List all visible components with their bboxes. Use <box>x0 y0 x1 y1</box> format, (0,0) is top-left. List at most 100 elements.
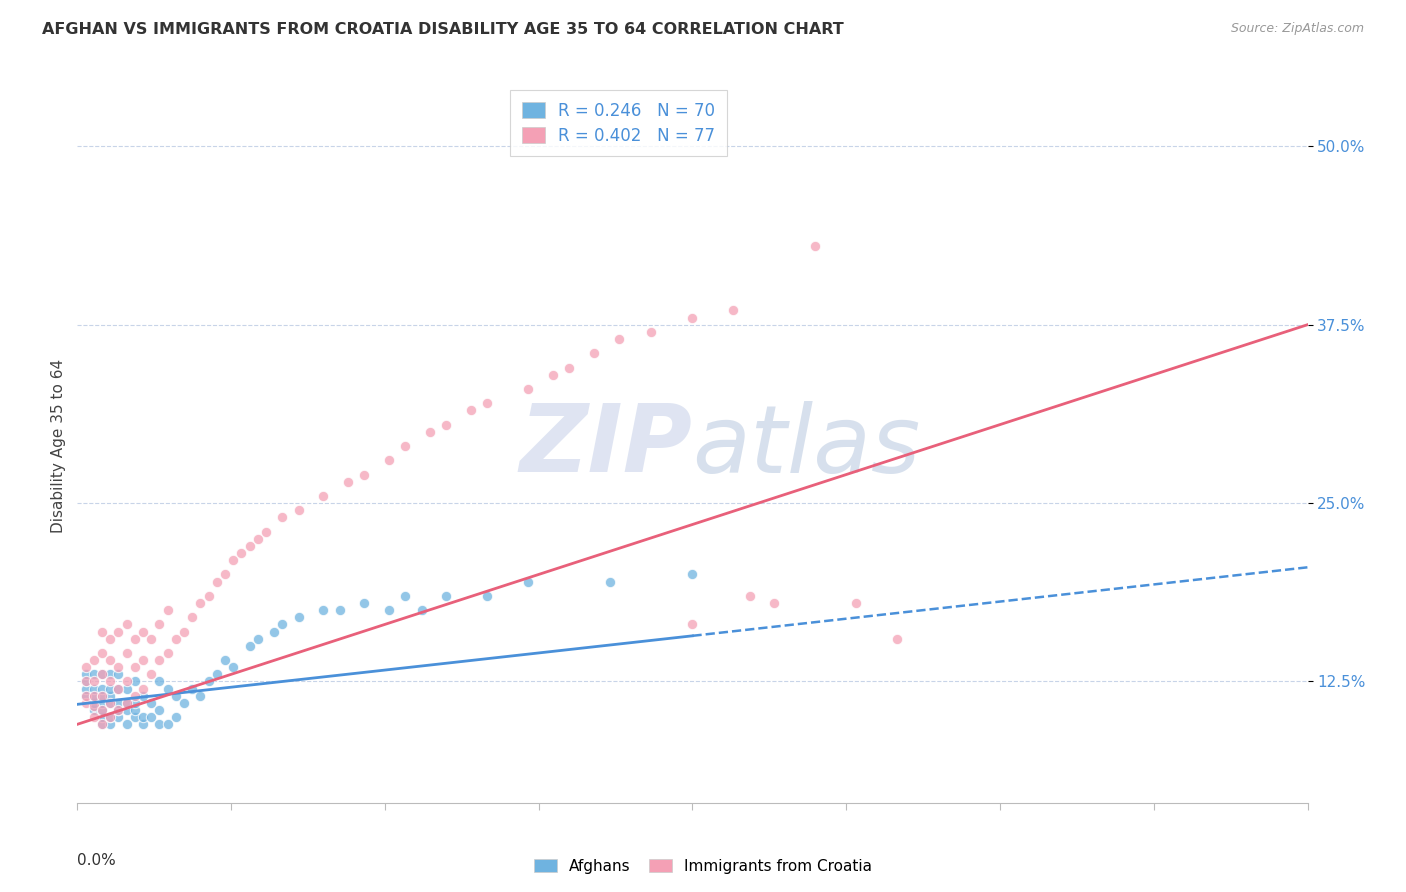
Point <box>75 674 97 689</box>
Point <box>115 696 138 710</box>
Point <box>124 703 146 717</box>
Point <box>239 639 262 653</box>
Point <box>214 653 236 667</box>
Point <box>378 453 401 467</box>
Point <box>124 674 146 689</box>
Point <box>115 674 138 689</box>
Point <box>517 574 540 589</box>
Point <box>98 717 121 731</box>
Point <box>156 646 179 660</box>
Point <box>115 646 138 660</box>
Point <box>98 653 121 667</box>
Point <box>115 681 138 696</box>
Point <box>83 710 105 724</box>
Point <box>124 710 146 724</box>
Point <box>239 539 262 553</box>
Point <box>165 689 187 703</box>
Point <box>107 703 129 717</box>
Point <box>148 674 170 689</box>
Point <box>115 617 138 632</box>
Point <box>90 717 114 731</box>
Point <box>804 239 827 253</box>
Point <box>98 710 121 724</box>
Point <box>477 589 499 603</box>
Point <box>98 696 121 710</box>
Point <box>83 667 105 681</box>
Point <box>205 574 228 589</box>
Point <box>83 674 105 689</box>
Point <box>132 653 155 667</box>
Legend: R = 0.246   N = 70, R = 0.402   N = 77: R = 0.246 N = 70, R = 0.402 N = 77 <box>510 90 727 156</box>
Point <box>329 603 352 617</box>
Point <box>165 710 187 724</box>
Point <box>98 667 121 681</box>
Point <box>90 710 114 724</box>
Point <box>83 653 105 667</box>
Point <box>738 589 761 603</box>
Point <box>181 610 204 624</box>
Point <box>83 703 105 717</box>
Point <box>90 689 114 703</box>
Point <box>231 546 253 560</box>
Point <box>98 710 121 724</box>
Point <box>98 696 121 710</box>
Point <box>148 653 170 667</box>
Point <box>599 574 621 589</box>
Point <box>148 717 170 731</box>
Point <box>107 667 129 681</box>
Point <box>460 403 482 417</box>
Point <box>353 467 375 482</box>
Point <box>378 603 401 617</box>
Point <box>115 703 138 717</box>
Point <box>124 689 146 703</box>
Point <box>90 696 114 710</box>
Point <box>263 624 285 639</box>
Point <box>197 674 219 689</box>
Point <box>141 710 163 724</box>
Point <box>188 596 212 610</box>
Point <box>90 681 114 696</box>
Point <box>246 632 269 646</box>
Point <box>682 567 704 582</box>
Point <box>254 524 277 539</box>
Point <box>607 332 630 346</box>
Point <box>132 681 155 696</box>
Point <box>90 689 114 703</box>
Point <box>205 667 228 681</box>
Text: ZIP: ZIP <box>520 400 693 492</box>
Point <box>75 667 97 681</box>
Point <box>132 710 155 724</box>
Text: 0.0%: 0.0% <box>77 853 117 868</box>
Point <box>214 567 236 582</box>
Y-axis label: Disability Age 35 to 64: Disability Age 35 to 64 <box>51 359 66 533</box>
Point <box>682 310 704 325</box>
Legend: Afghans, Immigrants from Croatia: Afghans, Immigrants from Croatia <box>527 853 879 880</box>
Point <box>90 703 114 717</box>
Point <box>107 624 129 639</box>
Point <box>124 660 146 674</box>
Point <box>115 717 138 731</box>
Point <box>148 617 170 632</box>
Point <box>222 660 245 674</box>
Text: AFGHAN VS IMMIGRANTS FROM CROATIA DISABILITY AGE 35 TO 64 CORRELATION CHART: AFGHAN VS IMMIGRANTS FROM CROATIA DISABI… <box>42 22 844 37</box>
Point <box>288 610 311 624</box>
Point <box>394 589 416 603</box>
Point <box>288 503 311 517</box>
Point <box>90 703 114 717</box>
Point <box>181 681 204 696</box>
Point <box>124 632 146 646</box>
Point <box>107 681 129 696</box>
Point <box>83 696 105 710</box>
Point <box>165 632 187 646</box>
Point <box>156 681 179 696</box>
Point <box>83 681 105 696</box>
Point <box>90 667 114 681</box>
Point <box>222 553 245 567</box>
Point <box>640 325 662 339</box>
Point <box>75 681 97 696</box>
Point <box>558 360 581 375</box>
Point <box>723 303 745 318</box>
Point <box>156 717 179 731</box>
Point <box>75 660 97 674</box>
Point <box>682 617 704 632</box>
